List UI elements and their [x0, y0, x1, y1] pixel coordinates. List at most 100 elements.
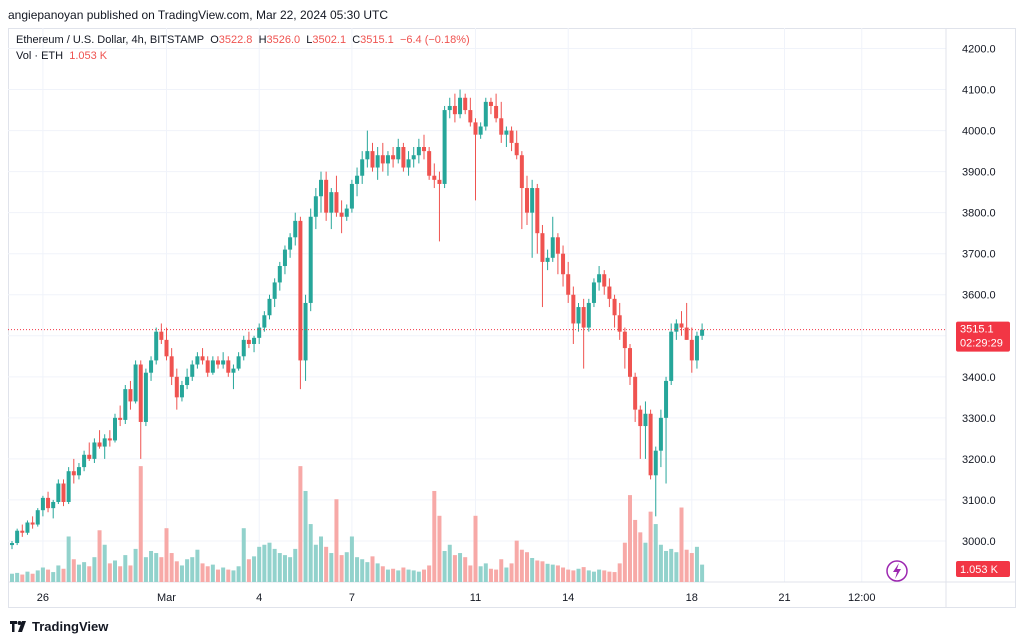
candle-up — [133, 364, 138, 402]
volume-bar — [694, 546, 699, 582]
candle-down — [174, 376, 179, 398]
volume-bar — [679, 507, 684, 582]
candle-down — [540, 233, 545, 262]
candle-up — [597, 274, 602, 283]
volume-bar — [648, 511, 653, 582]
volume-bar — [20, 574, 25, 582]
candle-up — [236, 356, 241, 369]
candle-down — [607, 286, 612, 299]
candle-up — [375, 155, 380, 168]
candle-down — [61, 483, 66, 502]
volume-bar — [391, 568, 396, 582]
candle-up — [25, 522, 30, 533]
volume-bar — [602, 570, 607, 582]
candle-down — [205, 360, 210, 373]
volume-bar — [432, 490, 437, 582]
candle-up — [442, 110, 447, 184]
volume-bar — [437, 515, 442, 582]
volume-bar — [169, 553, 174, 582]
volume-bar — [205, 566, 210, 582]
candle-up — [272, 282, 277, 299]
candle-down — [246, 339, 251, 344]
candle-down — [648, 413, 653, 476]
candle-up — [277, 266, 282, 283]
volume-bar — [463, 557, 468, 582]
volume-bar — [10, 573, 14, 582]
volume-bar — [653, 524, 658, 582]
candle-down — [391, 155, 396, 160]
volume-bar — [303, 490, 308, 582]
tradingview-footer[interactable]: TradingView — [10, 619, 108, 634]
candle-down — [571, 294, 576, 324]
volume-legend: Vol · ETH 1.053 K — [16, 50, 107, 62]
volume-bar — [35, 570, 40, 582]
candle-down — [87, 454, 92, 459]
candle-down — [200, 356, 205, 361]
volume-bar — [221, 567, 226, 582]
volume-bar — [571, 570, 576, 582]
volume-bar — [396, 570, 401, 582]
candle-down — [118, 417, 123, 420]
candle-up — [329, 192, 334, 213]
candle-down — [298, 220, 303, 361]
x-tick-label: 12:00 — [848, 592, 876, 604]
volume-bar — [113, 560, 117, 582]
volume-bar — [360, 559, 365, 582]
volume-bar — [586, 570, 591, 582]
candle-down — [452, 105, 457, 115]
candle-up — [653, 450, 658, 476]
volume-bar — [319, 536, 323, 582]
volume-legend-label: Vol · ETH — [16, 50, 64, 62]
candle-up — [586, 302, 591, 328]
candle-down — [468, 110, 473, 123]
volume-bar — [25, 571, 30, 582]
y-tick-label: 3300.0 — [962, 413, 996, 425]
candle-up — [66, 471, 71, 502]
volume-bar — [514, 540, 519, 582]
candle-up — [385, 155, 390, 164]
candle-down — [617, 315, 622, 332]
candle-up — [313, 196, 318, 217]
candle-up — [195, 356, 200, 365]
volume-bar — [262, 544, 267, 582]
y-tick-label: 3100.0 — [962, 495, 996, 507]
candle-up — [416, 147, 421, 156]
volume-bar — [664, 550, 669, 582]
legend-symbol: Ethereum / U.S. Dollar, 4h, BITSTAMP — [16, 34, 205, 46]
volume-bar — [494, 569, 499, 582]
candle-down — [473, 122, 478, 135]
volume-bar — [385, 569, 390, 582]
x-tick-label: 4 — [256, 592, 262, 604]
x-tick-label: 11 — [470, 592, 481, 604]
candle-down — [164, 339, 169, 357]
volume-bar — [76, 564, 81, 582]
legend-open-label: O — [210, 34, 219, 46]
candle-down — [602, 274, 607, 287]
volume-bar — [128, 565, 133, 582]
candle-up — [478, 126, 483, 135]
candle-up — [360, 159, 365, 176]
candle-down — [566, 274, 571, 295]
volume-bar — [159, 557, 164, 582]
volume-bar — [298, 466, 303, 582]
x-tick-label: 7 — [349, 592, 355, 604]
volume-bar — [334, 499, 339, 582]
candle-up — [504, 130, 509, 135]
y-tick-label: 3700.0 — [962, 249, 996, 261]
candle-up — [40, 497, 45, 511]
candle-down — [514, 142, 519, 156]
volume-bar — [416, 571, 421, 582]
legend-open: 3522.8 — [218, 34, 253, 46]
candle-up — [56, 483, 61, 502]
volume-bar — [200, 563, 205, 582]
legend-close-label: C — [352, 34, 361, 46]
volume-bar — [591, 571, 596, 582]
candle-down — [107, 438, 112, 441]
candle-down — [628, 348, 632, 377]
candle-down — [633, 376, 638, 410]
volume-bar — [525, 552, 529, 582]
candle-down — [401, 147, 406, 168]
volume-bar — [216, 569, 220, 582]
candle-up — [591, 282, 596, 303]
